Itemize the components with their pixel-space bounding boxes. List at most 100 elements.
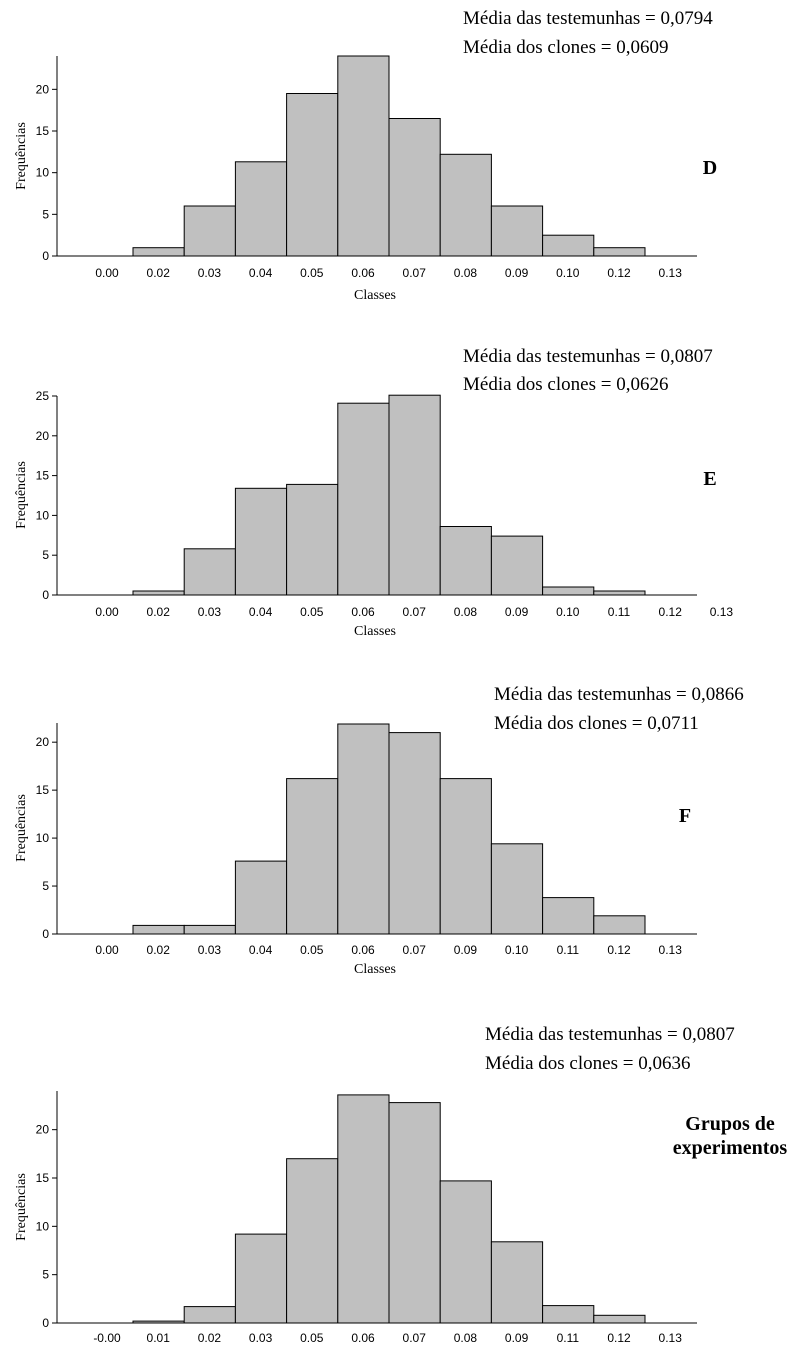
x-tick-label: 0.06 (351, 266, 375, 280)
x-axis-title: Classes (354, 288, 396, 303)
histogram-bar (286, 1158, 339, 1324)
y-axis-title: Frequências (14, 122, 29, 190)
x-tick-label: 0.03 (198, 266, 222, 280)
y-tick-label: 20 (36, 735, 50, 749)
mean-controls-note: Média das testemunhas = 0,0866 (494, 684, 744, 705)
histogram-bar (183, 548, 236, 596)
histogram-panel-d: Média das testemunhas = 0,0794 Média dos… (0, 0, 811, 320)
y-tick-label: 15 (36, 1171, 50, 1185)
mean-controls-note: Média das testemunhas = 0,0807 (463, 346, 713, 367)
histogram-bar (490, 843, 544, 935)
histogram-bar (337, 55, 390, 257)
histogram-bar (593, 1314, 646, 1324)
y-axis-title: Frequências (14, 794, 29, 862)
histogram-bar (286, 483, 339, 596)
x-tick-label: 0.04 (249, 266, 273, 280)
x-tick-label: 0.13 (659, 266, 683, 280)
histogram-bar (388, 394, 441, 596)
x-tick-label: 0.05 (300, 266, 324, 280)
x-tick-label: 0.08 (454, 266, 478, 280)
x-tick-label: 0.07 (403, 605, 427, 619)
histogram-bar (439, 778, 492, 935)
histogram-bar (286, 93, 339, 257)
histogram-bar (439, 1180, 492, 1324)
x-tick-label: 0.12 (607, 943, 631, 957)
y-tick-label: 15 (36, 469, 50, 483)
histogram-bar (388, 732, 441, 935)
x-tick-label: 0.06 (351, 943, 375, 957)
y-tick-label: 5 (42, 1268, 49, 1282)
x-tick-label: 0.05 (300, 605, 324, 619)
x-tick-label: 0.10 (556, 266, 580, 280)
panel-label: E (703, 468, 717, 490)
histogram-bar (132, 924, 185, 935)
x-tick-label: 0.12 (659, 605, 683, 619)
x-tick-label: 0.11 (557, 943, 580, 957)
x-tick-label: 0.05 (300, 943, 324, 957)
histogram-bar (542, 586, 595, 596)
histogram-panel-e: Média das testemunhas = 0,0807 Média dos… (0, 340, 811, 650)
histogram-chart: 0 5 10 15 20 0.00 0.02 0.03 0.04 0.05 0.06 0.07 0.08… (14, 55, 697, 303)
histogram-bar (234, 161, 288, 257)
x-tick-label: 0.00 (95, 605, 119, 619)
y-tick-label: 10 (36, 508, 50, 522)
histogram-bar (388, 1102, 441, 1324)
panel-label: D (702, 157, 718, 179)
x-axis-title: Classes (354, 624, 396, 639)
histogram-panel-grupos: Média das testemunhas = 0,0807 Média dos… (0, 1015, 811, 1349)
x-tick-label: 0.08 (454, 1331, 478, 1345)
histogram-bar (234, 487, 288, 596)
x-tick-label: 0.07 (403, 1331, 427, 1345)
x-tick-label: 0.04 (249, 943, 273, 957)
y-tick-label: 15 (36, 124, 50, 138)
mean-controls-note: Média das testemunhas = 0,0807 (485, 1024, 735, 1045)
histogram-bar (183, 924, 236, 935)
y-tick-label: 25 (36, 389, 50, 403)
histogram-bar (337, 723, 390, 935)
x-tick-label: 0.05 (300, 1331, 324, 1345)
histogram-bar (542, 1305, 595, 1324)
x-tick-label: 0.10 (505, 943, 529, 957)
mean-controls-note: Média das testemunhas = 0,0794 (463, 8, 713, 29)
y-axis-title: Frequências (14, 1173, 29, 1241)
x-tick-label: 0.13 (710, 605, 734, 619)
x-tick-label: 0.00 (95, 266, 119, 280)
histogram-bar (388, 118, 441, 257)
y-tick-label: 5 (42, 548, 49, 562)
histogram-bar (183, 1306, 236, 1324)
y-tick-label: 20 (36, 429, 50, 443)
histogram-bar (490, 1241, 544, 1324)
x-tick-label: 0.01 (147, 1331, 171, 1345)
y-tick-label: 0 (42, 927, 49, 941)
histogram-bar (132, 590, 185, 596)
mean-clones-note: Média dos clones = 0,0626 (463, 374, 669, 395)
mean-clones-note: Média dos clones = 0,0609 (463, 37, 669, 58)
x-tick-label: 0.04 (249, 605, 273, 619)
y-tick-label: 10 (36, 1219, 50, 1233)
histogram-bar (183, 205, 236, 257)
histogram-bar (286, 778, 339, 935)
x-tick-label: 0.09 (505, 605, 529, 619)
x-tick-label: 0.13 (659, 1331, 683, 1345)
x-tick-label: 0.02 (147, 266, 171, 280)
histogram-bar (542, 234, 595, 257)
x-tick-label: 0.09 (505, 266, 529, 280)
histogram-bar (542, 897, 595, 935)
histogram-chart: 0 5 10 15 20 0.00 0.02 0.03 0.04 0.05 0.06 0.07 0.09… (14, 723, 697, 977)
x-tick-label: 0.07 (403, 266, 427, 280)
x-tick-label: -0.00 (93, 1331, 121, 1345)
y-tick-label: 10 (36, 166, 50, 180)
histogram-chart: 0 5 10 15 20 25 0.00 0.02 0.03 0.04 0.05 0.06 0.07 0.… (14, 389, 734, 639)
y-tick-label: 5 (42, 207, 49, 221)
y-axis-title: Frequências (14, 461, 29, 529)
x-tick-label: 0.11 (608, 605, 631, 619)
histogram-bar (234, 1233, 288, 1324)
x-tick-label: 0.02 (147, 943, 171, 957)
histogram-bar (593, 247, 646, 257)
x-tick-label: 0.12 (607, 266, 631, 280)
x-tick-label: 0.09 (505, 1331, 529, 1345)
x-tick-label: 0.09 (454, 943, 478, 957)
x-tick-label: 0.00 (95, 943, 119, 957)
histogram-bar (132, 247, 185, 257)
panel-label: Grupos de experimentos (672, 1113, 788, 1159)
